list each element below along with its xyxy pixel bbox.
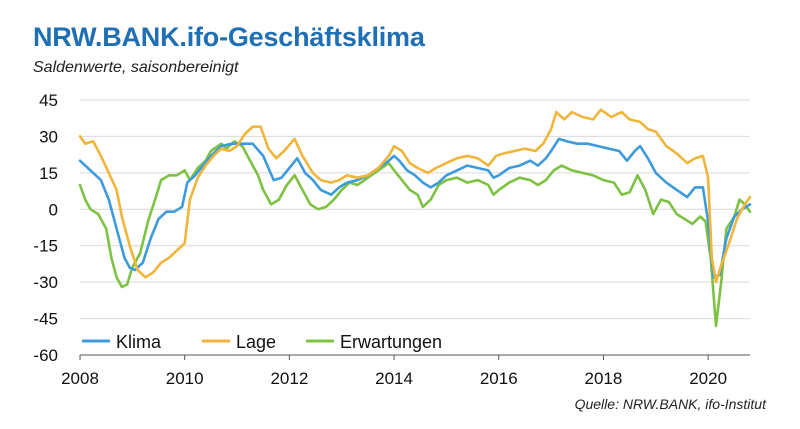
series-line-erwartungen — [78, 140, 752, 328]
x-tick-label: 2020 — [689, 369, 727, 388]
gridlines — [80, 99, 750, 356]
y-axis-ticks: 45 30 15 0 -15 -30 -45 -60 — [33, 91, 58, 365]
x-tick-label: 2008 — [61, 369, 99, 388]
y-tick-label: -30 — [33, 273, 58, 292]
y-tick-label: 45 — [39, 91, 58, 110]
series-line-klima — [78, 137, 752, 279]
legend: Klima Lage Erwartungen — [82, 332, 442, 352]
x-tick-label: 2014 — [375, 369, 413, 388]
x-tick-label: 2012 — [270, 369, 308, 388]
x-tick-label: 2010 — [166, 369, 204, 388]
legend-label: Erwartungen — [340, 332, 442, 352]
y-tick-label: -15 — [33, 237, 58, 256]
y-tick-label: 15 — [39, 164, 58, 183]
y-tick-label: -60 — [33, 346, 58, 365]
source-note: Quelle: NRW.BANK, ifo-Institut — [574, 396, 766, 412]
series-line-lage — [78, 108, 752, 284]
x-axis-ticks: 2008 2010 2012 2014 2016 2018 2020 — [61, 355, 727, 388]
y-tick-label: -45 — [33, 310, 58, 329]
chart-subtitle: Saldenwerte, saisonbereinigt — [33, 59, 239, 76]
x-tick-label: 2016 — [480, 369, 518, 388]
series-lines — [78, 108, 752, 328]
y-tick-label: 0 — [49, 200, 58, 219]
y-tick-label: 30 — [39, 127, 58, 146]
legend-label: Lage — [236, 332, 276, 352]
x-tick-label: 2018 — [585, 369, 623, 388]
chart-title: NRW.BANK.ifo-Geschäftsklima — [33, 22, 425, 52]
legend-label: Klima — [116, 332, 162, 352]
